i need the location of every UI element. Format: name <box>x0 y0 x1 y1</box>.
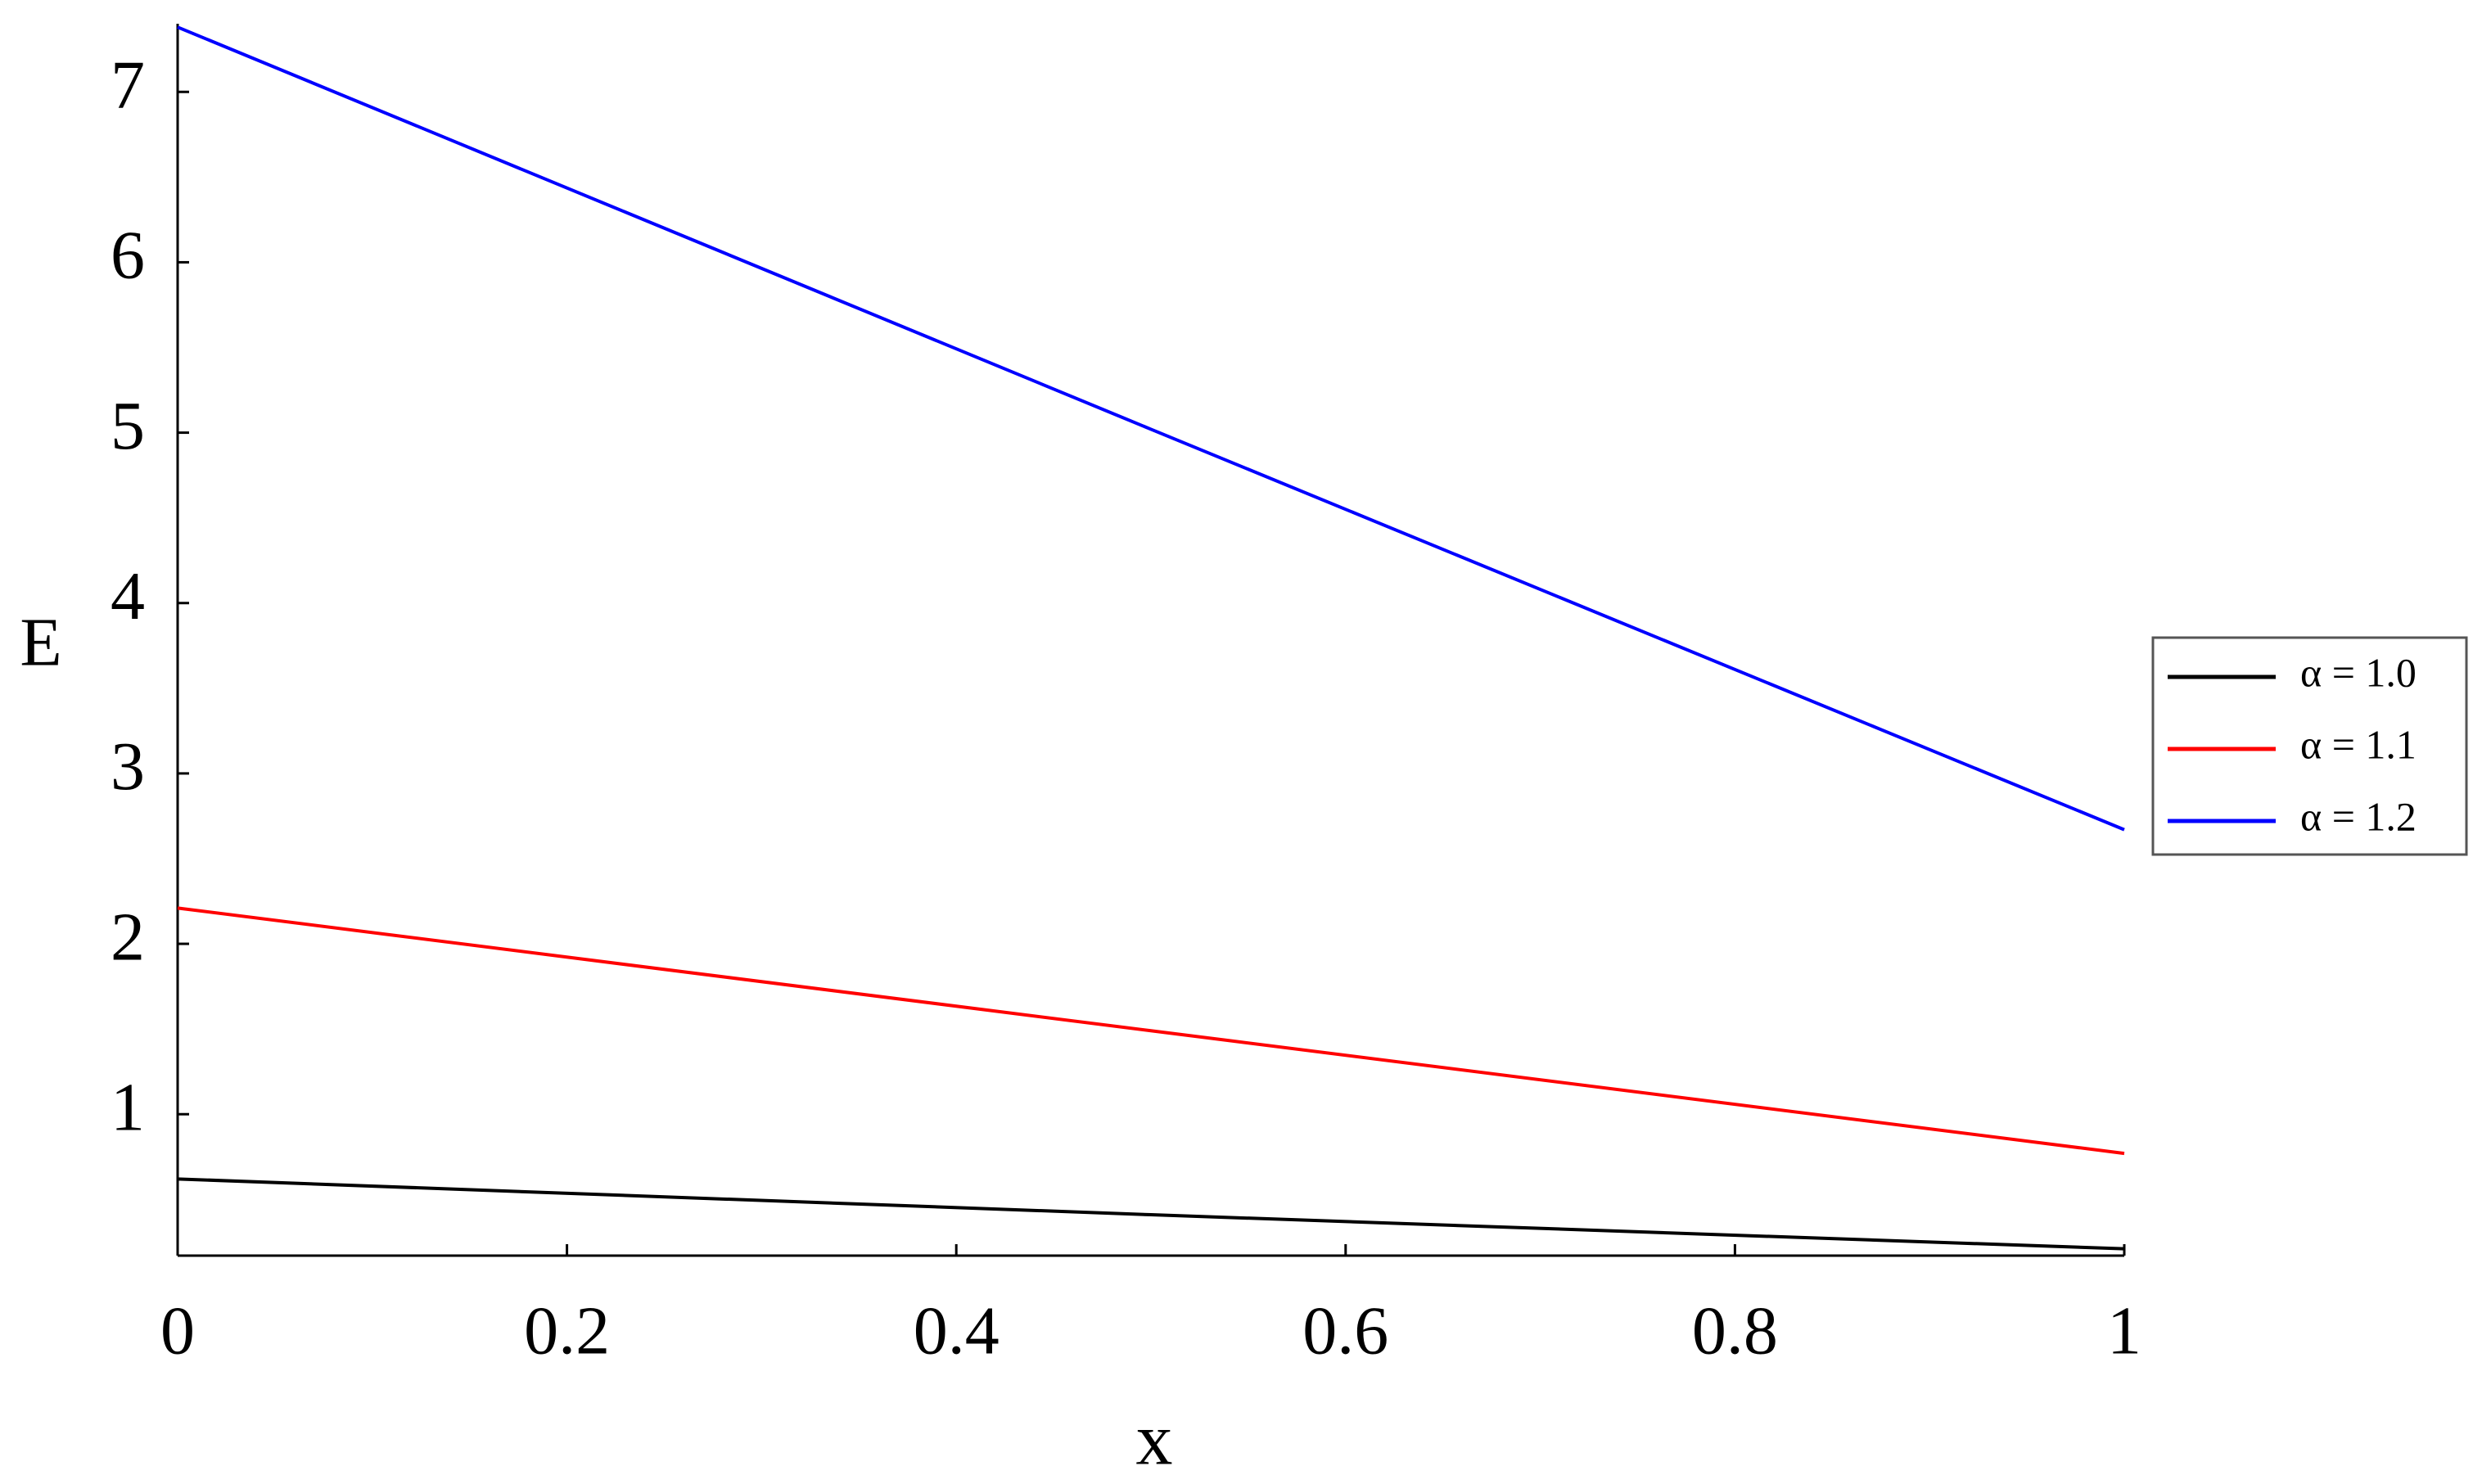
y-tick-label: 7 <box>111 47 145 124</box>
x-tick-label: 0 <box>160 1292 195 1369</box>
x-axis-label: x <box>1136 1400 1173 1481</box>
legend-label: α = 1.2 <box>2300 793 2417 839</box>
x-tick-label: 0.2 <box>524 1292 610 1369</box>
y-tick-label: 2 <box>111 899 145 975</box>
y-tick-label: 6 <box>111 218 145 294</box>
series-line <box>177 906 2125 1156</box>
y-axis-label: E <box>20 604 61 680</box>
x-tick-label: 0.6 <box>1302 1292 1388 1369</box>
x-tick-label: 0.8 <box>1692 1292 1778 1369</box>
x-tick-label: 1 <box>2107 1292 2141 1369</box>
y-tick-label: 4 <box>111 558 145 634</box>
y-tick-label: 5 <box>111 388 145 464</box>
legend-box <box>2151 636 2468 856</box>
legend-label: α = 1.1 <box>2300 721 2417 767</box>
series-line <box>177 1177 2125 1251</box>
legend-label: α = 1.0 <box>2300 649 2417 695</box>
series-line <box>177 25 2125 832</box>
y-tick-label: 1 <box>111 1070 145 1146</box>
x-tick-label: 0.4 <box>914 1292 1000 1369</box>
y-tick-label: 3 <box>111 728 145 805</box>
